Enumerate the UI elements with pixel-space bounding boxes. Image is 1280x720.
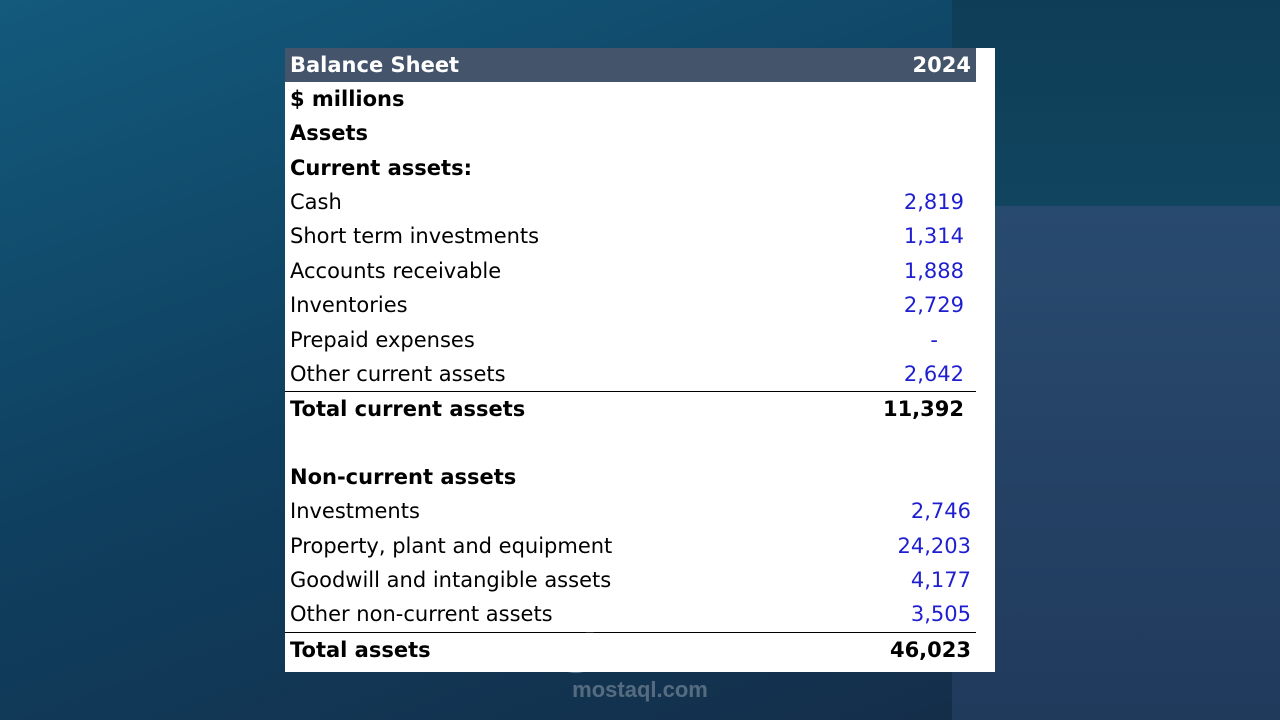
units-label: $ millions [290, 87, 405, 111]
row-value: 24,203 [897, 534, 971, 558]
row-label: Goodwill and intangible assets [290, 568, 612, 592]
table-row: Goodwill and intangible assets 4,177 [285, 563, 976, 597]
row-label: Property, plant and equipment [290, 534, 613, 558]
row-value: 3,505 [910, 602, 971, 626]
total-assets-label: Total assets [290, 638, 431, 662]
row-value: 1,314 [903, 224, 964, 248]
total-assets-row: Total assets 46,023 [285, 632, 976, 667]
row-value: 1,888 [903, 259, 964, 283]
row-label: Investments [290, 499, 420, 523]
sheet-year: 2024 [912, 53, 971, 77]
table-header: Balance Sheet 2024 [285, 48, 976, 82]
table-row: Property, plant and equipment 24,203 [285, 529, 976, 563]
table-row: Other non-current assets 3,505 [285, 597, 976, 631]
row-value: 2,729 [903, 293, 964, 317]
background-panel-bottom [952, 206, 1280, 720]
row-value: 2,746 [910, 499, 971, 523]
table-row: Cash 2,819 [285, 185, 976, 219]
table-row: Accounts receivable 1,888 [285, 254, 976, 288]
balance-sheet-table: Balance Sheet 2024 $ millions Assets Cur… [285, 48, 995, 672]
row-label: Cash [290, 190, 342, 214]
assets-heading-row: Assets [285, 116, 976, 150]
row-label: Short term investments [290, 224, 540, 248]
noncurrent-assets-heading: Non-current assets [290, 465, 517, 489]
row-value: 4,177 [910, 568, 971, 592]
sheet-title: Balance Sheet [290, 53, 460, 77]
total-current-assets-value: 11,392 [882, 397, 964, 421]
row-label: Prepaid expenses [290, 328, 475, 352]
units-row: $ millions [285, 82, 976, 116]
row-label: Inventories [290, 293, 408, 317]
current-assets-heading-row: Current assets: [285, 151, 976, 185]
table-row: Other current assets 2,642 [285, 357, 976, 391]
background-panel-top [952, 0, 1280, 206]
noncurrent-assets-heading-row: Non-current assets [285, 460, 976, 494]
table-row: Short term investments 1,314 [285, 219, 976, 253]
row-value: 2,819 [903, 190, 964, 214]
row-label: Other non-current assets [290, 602, 553, 626]
assets-heading: Assets [290, 121, 369, 145]
watermark-logo: مستقل [559, 626, 721, 677]
row-value: - [930, 328, 938, 352]
total-current-assets-label: Total current assets [290, 397, 526, 421]
table-row: Prepaid expenses - [285, 323, 976, 357]
row-label: Accounts receivable [290, 259, 502, 283]
watermark-site: mostaql.com [572, 677, 708, 702]
row-label: Other current assets [290, 362, 506, 386]
total-current-assets-row: Total current assets 11,392 [285, 391, 976, 426]
table-row: Inventories 2,729 [285, 288, 976, 322]
row-value: 2,642 [903, 362, 964, 386]
watermark: مستقل mostaql.com [548, 628, 732, 712]
current-assets-heading: Current assets: [290, 156, 472, 180]
table-row: Investments 2,746 [285, 494, 976, 528]
total-assets-value: 46,023 [889, 638, 971, 662]
